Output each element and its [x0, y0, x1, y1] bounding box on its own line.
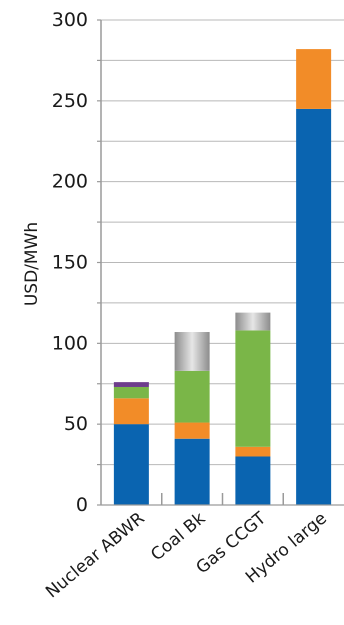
bar-segment: [174, 370, 210, 423]
bar-segment: [174, 332, 210, 371]
y-tick-label: 50: [64, 413, 88, 435]
bar-segment: [113, 424, 149, 505]
bars: [113, 49, 332, 506]
y-tick-label: 0: [76, 494, 88, 516]
y-tick-label: 250: [52, 90, 88, 112]
bar-segment: [296, 108, 332, 506]
y-axis-title: USD/MWh: [22, 222, 42, 306]
bar-segment: [235, 312, 271, 331]
bar-segment: [235, 446, 271, 457]
bar-segment: [113, 386, 149, 399]
bar-segment: [113, 398, 149, 425]
bar-segment: [113, 382, 149, 387]
x-category-label: Nuclear ABWR: [42, 508, 149, 602]
y-tick-label: 300: [52, 9, 88, 31]
bar-segment: [174, 422, 210, 439]
y-tick-label: 200: [52, 171, 88, 193]
axes: [97, 19, 344, 506]
y-tick-label: 150: [52, 252, 88, 274]
y-tick-label: 100: [52, 332, 88, 354]
bar-segment: [174, 438, 210, 505]
bar-segment: [296, 49, 332, 109]
bar-segment: [235, 456, 271, 505]
bar-segment: [235, 330, 271, 447]
